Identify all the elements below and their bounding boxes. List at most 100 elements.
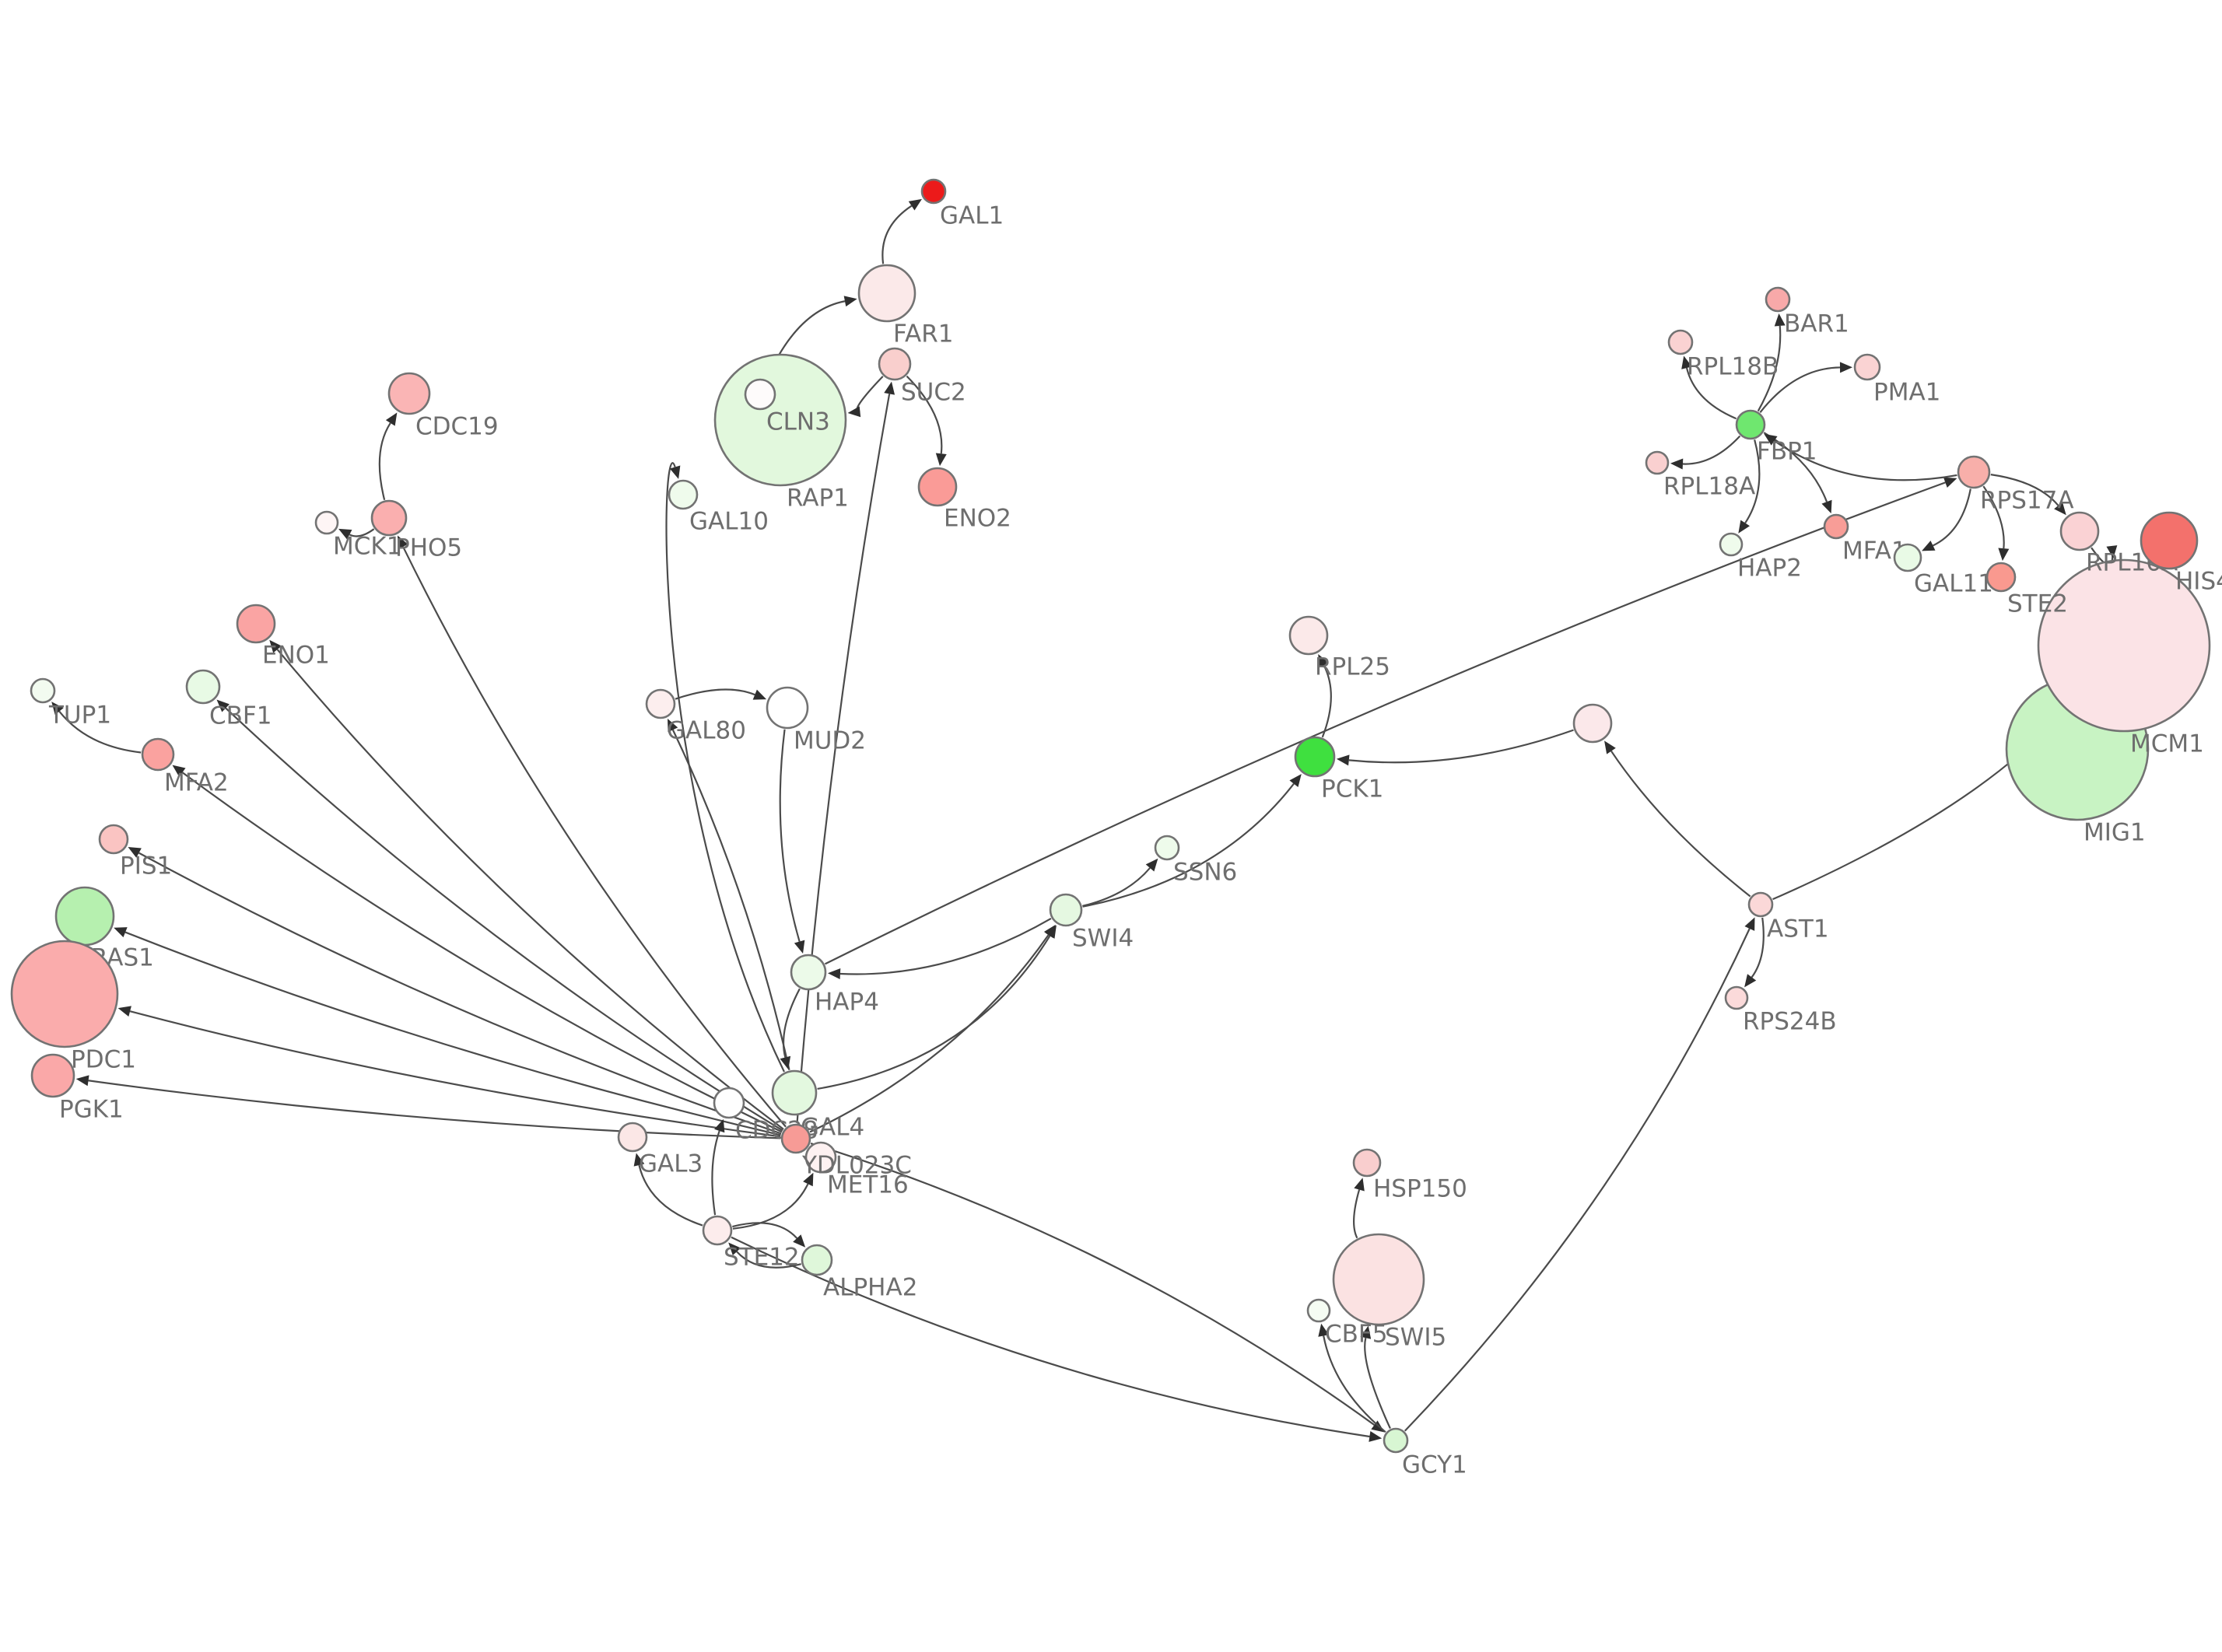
node-rpl18b[interactable] <box>1667 329 1694 355</box>
node-gal10[interactable] <box>668 479 699 510</box>
node-hap4[interactable] <box>790 954 827 991</box>
node-mfa2[interactable] <box>141 737 175 772</box>
edge-MUD2-HAP4[interactable] <box>779 729 801 942</box>
edge-STE12-GAL3[interactable] <box>638 1164 703 1227</box>
edge-RPS17A-GAL11[interactable] <box>1932 488 1971 547</box>
node-ras1[interactable] <box>54 886 115 947</box>
edge-GAL4-GAL80[interactable] <box>671 729 790 1070</box>
edge-STE12-ALPHA2[interactable] <box>732 1222 798 1239</box>
node-pgk1[interactable] <box>30 1053 75 1098</box>
edge-FBP1-RPL18B[interactable] <box>1685 367 1737 420</box>
edge-RPS17A-RPL16A[interactable] <box>1990 474 2059 506</box>
node-far1[interactable] <box>857 264 916 323</box>
edge-GAL4-GAL10[interactable] <box>665 462 785 1073</box>
node-mud2[interactable] <box>766 686 809 730</box>
node-eno1[interactable] <box>236 604 276 644</box>
node-rpl18a[interactable] <box>1645 450 1670 475</box>
edge-MFA2-TUP1[interactable] <box>58 710 142 754</box>
node-gcy1[interactable] <box>1383 1427 1409 1454</box>
node-pck1[interactable] <box>1294 736 1336 778</box>
node-hsp150[interactable] <box>1352 1148 1382 1178</box>
edge-SUC2-RAP1[interactable] <box>856 376 884 413</box>
edge-YDL023C-ENO1[interactable] <box>276 649 784 1130</box>
edge-SWI4-SSN6[interactable] <box>1082 867 1151 907</box>
edge-GCY1-CBF5[interactable] <box>1323 1335 1386 1433</box>
edge-FBP1-BAR1[interactable] <box>1757 325 1782 412</box>
edge-SWI5-HSP150[interactable] <box>1353 1189 1361 1239</box>
edge-AST1-NODE_A[interactable] <box>1610 751 1751 898</box>
edge-STE12-GCY1[interactable] <box>731 1236 1370 1438</box>
node-swi5[interactable] <box>1332 1233 1425 1326</box>
node-mck1[interactable] <box>314 510 339 535</box>
node-ast1[interactable] <box>1747 891 1774 918</box>
node-pis1[interactable] <box>98 824 129 855</box>
edge-PHO5-CDC19[interactable] <box>378 422 391 500</box>
node-met16[interactable] <box>804 1141 837 1174</box>
node-suc2[interactable] <box>878 347 912 381</box>
node-ste2[interactable] <box>1985 562 2017 593</box>
edge-SUC2-ENO2[interactable] <box>906 375 943 454</box>
node-pdc1[interactable] <box>10 940 119 1048</box>
node-bar1[interactable] <box>1765 286 1791 313</box>
node-fbp1[interactable] <box>1735 409 1766 440</box>
edge-GAL80-MUD2[interactable] <box>675 688 755 700</box>
edge-YDL023C-MFA2[interactable] <box>181 772 783 1133</box>
node-tup1[interactable] <box>30 677 56 704</box>
node-unlabeled[interactable] <box>1572 703 1613 744</box>
edge-AST1-RPS24B[interactable] <box>1751 917 1765 978</box>
edge-YDL023C-GCY1[interactable] <box>810 1142 1376 1426</box>
edge-YDL023C-RAS1[interactable] <box>124 931 781 1136</box>
edge-STE12-CDC28[interactable] <box>711 1130 720 1216</box>
node-cln3[interactable] <box>744 378 776 411</box>
edge-PCK1-RPL25[interactable] <box>1321 664 1332 738</box>
node-eno2[interactable] <box>917 467 958 507</box>
node-cdc19[interactable] <box>387 372 431 415</box>
node-gal80[interactable] <box>645 688 676 719</box>
edge-YDL023C-CBF1[interactable] <box>225 707 783 1132</box>
node-alpha2[interactable] <box>801 1244 833 1276</box>
edge-RPS17A-FBP1[interactable] <box>1773 439 1957 481</box>
node-gal4[interactable] <box>771 1069 818 1116</box>
node-cbf5[interactable] <box>1306 1298 1331 1323</box>
node-gal11[interactable] <box>1893 543 1922 572</box>
node-cdc28[interactable] <box>713 1087 745 1119</box>
node-gal1[interactable] <box>920 178 947 205</box>
node-rps24b[interactable] <box>1724 985 1749 1010</box>
node-gal3[interactable] <box>617 1122 648 1153</box>
edge-FBP1-HAP2[interactable] <box>1744 439 1761 524</box>
node-ssn6[interactable] <box>1154 835 1180 861</box>
edge-FAR1-GAL1[interactable] <box>881 205 913 264</box>
edge-YDL023C-PDC1[interactable] <box>129 1010 781 1138</box>
edge-YDL023C-PIS1[interactable] <box>138 852 782 1135</box>
edge-GCY1-AST1[interactable] <box>1404 928 1751 1432</box>
node-cbf1[interactable] <box>185 669 221 705</box>
edge-NODE_A-PCK1[interactable] <box>1348 729 1574 764</box>
edge-YDL023C-SWI4[interactable] <box>809 934 1050 1133</box>
edge-YDL023C-SUC2[interactable] <box>796 394 891 1124</box>
edge-STE12-MET16[interactable] <box>732 1183 809 1230</box>
edge-GCY1-SWI5[interactable] <box>1364 1337 1391 1430</box>
node-ste12[interactable] <box>702 1215 733 1246</box>
node-pma1[interactable] <box>1853 353 1881 381</box>
node-rps17a[interactable] <box>1957 455 1991 489</box>
edge-RPS17A-STE2[interactable] <box>1982 485 2005 549</box>
edge-HAP4-RPS17A[interactable] <box>825 481 1946 965</box>
edge-FBP1-PMA1[interactable] <box>1759 366 1841 413</box>
node-mcm1[interactable] <box>2037 558 2211 733</box>
edge-YDL023C-PGK1[interactable] <box>88 1080 781 1139</box>
node-ydl023c[interactable] <box>780 1123 811 1154</box>
edge-YDL023C-PHO5[interactable] <box>402 546 787 1128</box>
node-rpl16a[interactable] <box>2059 511 2100 551</box>
edge-HAP4-GAL4[interactable] <box>783 988 801 1058</box>
edge-FBP1-RPL18A[interactable] <box>1682 435 1741 465</box>
edge-SWI4-HAP4[interactable] <box>839 918 1052 975</box>
node-his4[interactable] <box>2140 511 2199 570</box>
edge-ALPHA2-STE12[interactable] <box>736 1251 801 1269</box>
node-rpl25[interactable] <box>1288 615 1329 656</box>
node-swi4[interactable] <box>1049 893 1083 927</box>
node-hap2[interactable] <box>1719 532 1744 557</box>
edge-GAL4-SWI4[interactable] <box>817 935 1051 1090</box>
edge-SWI4-PCK1[interactable] <box>1082 783 1295 908</box>
node-pho5[interactable] <box>370 499 408 537</box>
